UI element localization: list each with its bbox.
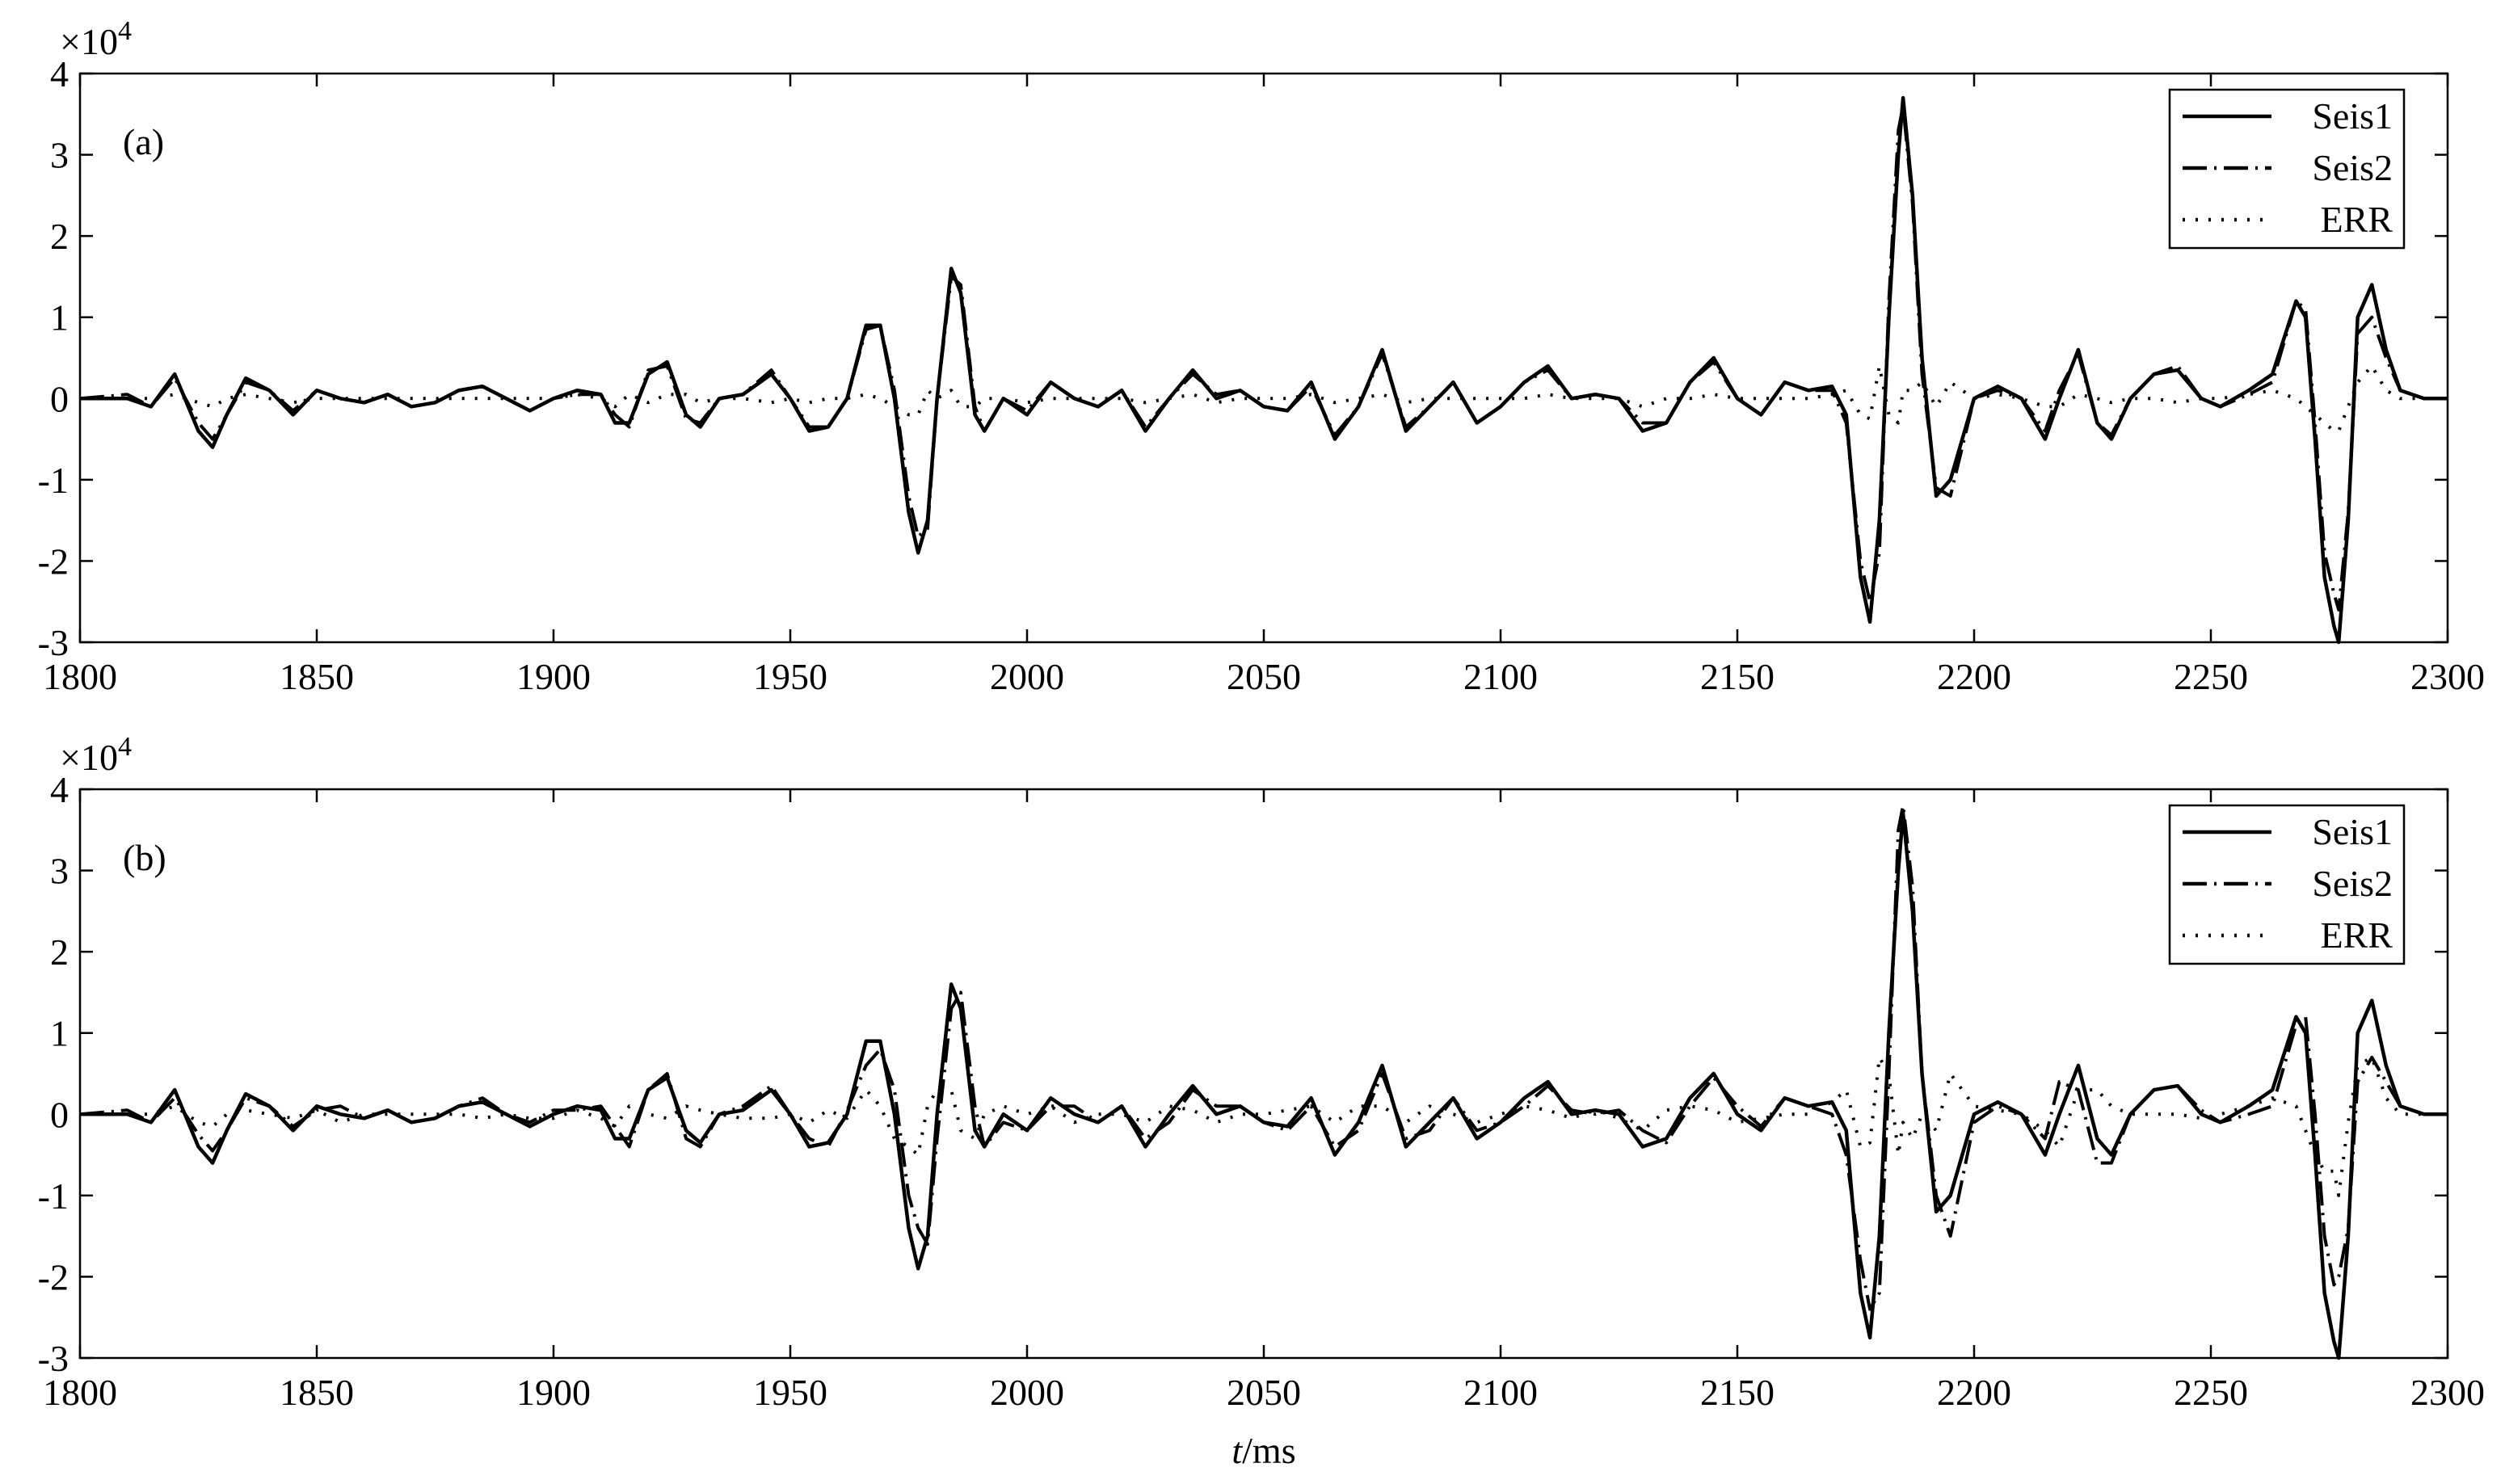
x-label-variable: t <box>1231 1430 1243 1471</box>
legend: Seis1 Seis2 ERR <box>2168 804 2406 965</box>
x-tick-label: 2300 <box>2410 656 2485 697</box>
x-tick-label: 2150 <box>1700 656 1775 697</box>
y-tick-label: -1 <box>38 460 69 501</box>
y-tick-label: 0 <box>50 378 69 419</box>
axis-multiplier: ×104 <box>60 732 132 778</box>
multiplier-base: ×10 <box>60 737 118 778</box>
series-line <box>80 95 2448 645</box>
axis-multiplier: ×104 <box>60 16 132 62</box>
y-tick-label: 3 <box>50 851 69 892</box>
x-tick-label: 2250 <box>2174 1372 2248 1413</box>
y-tick-label: -1 <box>38 1175 69 1217</box>
y-tick-label: 0 <box>50 1094 69 1135</box>
x-tick-label: 1800 <box>43 656 117 697</box>
legend-label: ERR <box>2321 199 2393 240</box>
y-tick-label: -2 <box>38 1256 69 1297</box>
y-tick-label: -3 <box>38 622 69 663</box>
panel-label: (a) <box>123 121 164 162</box>
x-tick-label: 1800 <box>43 1372 117 1413</box>
x-tick-label: 2100 <box>1463 1372 1538 1413</box>
y-tick-label: 1 <box>50 297 69 338</box>
x-label-unit: /ms <box>1242 1430 1295 1471</box>
axes-frame <box>78 788 2449 1360</box>
multiplier-exponent: 4 <box>118 732 132 762</box>
panel: -3 -2 -1 0 1 2 3 4 1800 1850 1900 1950 2000 2050 2100 2… <box>38 16 2485 697</box>
x-axis-label: t/ms <box>1231 1430 1295 1471</box>
x-tick-label: 1850 <box>280 656 354 697</box>
x-tick-label: 2250 <box>2174 656 2248 697</box>
x-tick-label: 1900 <box>516 1372 591 1413</box>
x-tick-label: 2300 <box>2410 1372 2485 1413</box>
x-tick-label: 2000 <box>990 656 1064 697</box>
legend-label: Seis2 <box>2312 147 2393 188</box>
x-tick-label: 1950 <box>753 656 827 697</box>
x-tick-label: 2050 <box>1227 656 1301 697</box>
series-line <box>79 804 2448 1311</box>
multiplier-base: ×10 <box>60 21 118 62</box>
series-line <box>80 811 2448 1360</box>
series-line <box>80 364 2448 433</box>
x-tick-label: 1900 <box>516 656 591 697</box>
y-tick-label: -3 <box>38 1338 69 1379</box>
x-tick-label: 2050 <box>1227 1372 1301 1413</box>
y-tick-label: 4 <box>50 53 69 95</box>
x-tick-label: 1850 <box>280 1372 354 1413</box>
y-tick-label: 2 <box>50 216 69 257</box>
axes-frame <box>78 72 2449 644</box>
y-tick-label: 3 <box>50 135 69 176</box>
y-tick-label: 2 <box>50 931 69 973</box>
y-tick-label: 4 <box>50 769 69 810</box>
panel-label: (b) <box>123 837 166 878</box>
y-tick-label: 1 <box>50 1013 69 1054</box>
legend-label: Seis1 <box>2312 95 2393 137</box>
legend-label: Seis2 <box>2312 863 2393 904</box>
x-tick-label: 1950 <box>753 1372 827 1413</box>
x-tick-label: 2200 <box>1937 1372 2011 1413</box>
legend-label: Seis1 <box>2312 811 2393 852</box>
x-tick-label: 2000 <box>990 1372 1064 1413</box>
x-tick-label: 2200 <box>1937 656 2011 697</box>
series-line <box>79 104 2448 612</box>
legend: Seis1 Seis2 ERR <box>2168 88 2406 250</box>
y-tick-label: -2 <box>38 540 69 582</box>
x-tick-label: 2100 <box>1463 656 1538 697</box>
multiplier-exponent: 4 <box>118 16 132 46</box>
panel: -3 -2 -1 0 1 2 3 4 1800 1850 1900 1950 2000 2050 2100 2… <box>38 732 2485 1471</box>
legend-label: ERR <box>2321 914 2393 956</box>
x-tick-label: 2150 <box>1700 1372 1775 1413</box>
